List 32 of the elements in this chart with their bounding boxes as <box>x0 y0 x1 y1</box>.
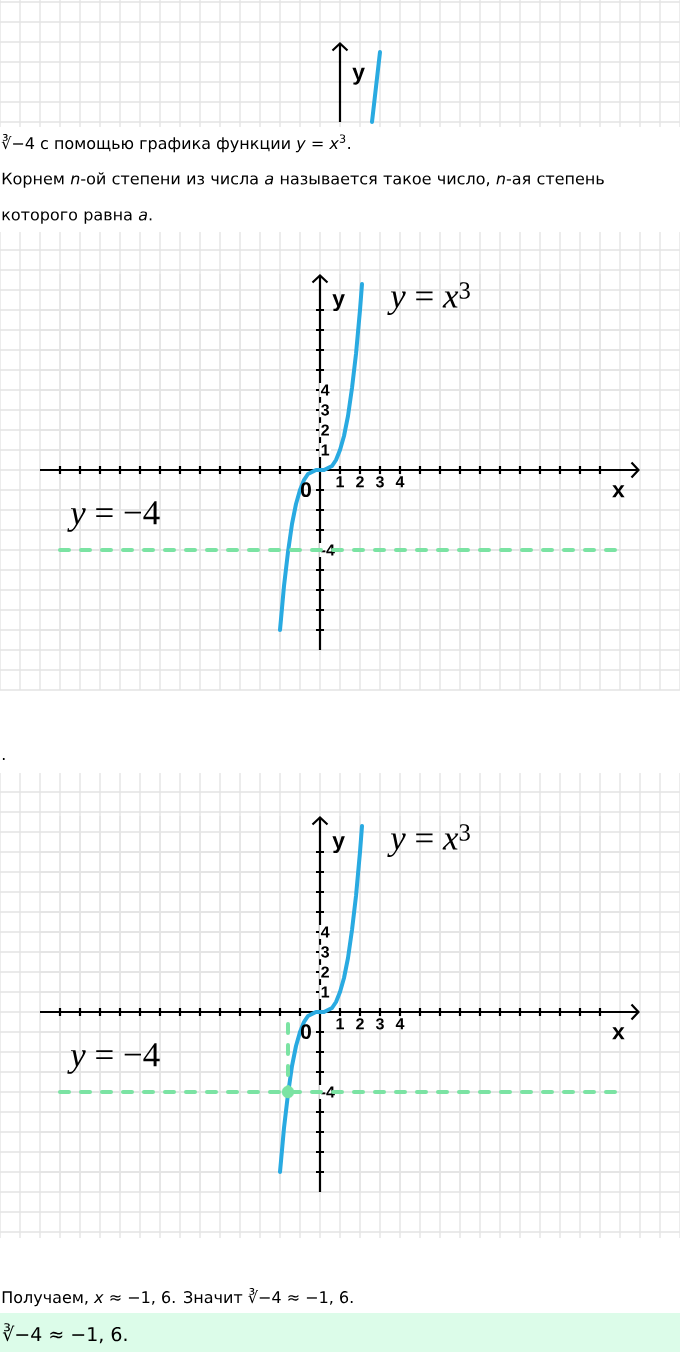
series-label: y = −4 <box>67 1043 160 1074</box>
x-tick-label: 4 <box>395 1018 405 1030</box>
x-tick-label: 1 <box>336 476 344 488</box>
y-axis-title: y <box>332 836 345 854</box>
text: Получаем, x ≈ −1, 6. Значит ∛−4 ≈ −1, 6. <box>2 1288 353 1307</box>
y-tick-label: 4 <box>320 384 330 396</box>
y-tick-label: 4 <box>320 926 330 938</box>
x-tick-label: 3 <box>375 1018 384 1030</box>
x-axis-title: x <box>612 1027 625 1040</box>
x-tick-label: 3 <box>375 476 384 488</box>
annotation: 0 <box>300 482 311 498</box>
x-axis-title: x <box>612 485 625 498</box>
text: ∛−4 ≈ −1, 6. <box>2 1323 127 1344</box>
y-tick-label: 3 <box>321 404 330 416</box>
y-tick-label: 1 <box>321 444 330 456</box>
x-tick-label: 2 <box>356 1018 364 1030</box>
chart-title: ∛−4 с помощью графика функции y = x$^{3}$. <box>1 134 350 153</box>
series-label: y = x$^{3}$ <box>387 282 470 316</box>
x-tick-label: 1 <box>336 1018 344 1030</box>
series-label: y = −4 <box>67 501 160 532</box>
series-label: y = x$^{3}$ <box>387 824 470 857</box>
y-tick-label: 2 <box>321 424 329 436</box>
x-tick-label: 4 <box>395 476 405 488</box>
annotation: 0 <box>300 1024 311 1040</box>
text: . <box>2 758 5 760</box>
x-tick-label: 2 <box>356 476 364 488</box>
y-axis-title: y <box>332 294 345 312</box>
y-tick-label: 2 <box>321 966 329 978</box>
text: y <box>352 67 365 85</box>
y-tick-label: 1 <box>321 986 330 998</box>
text: Корнем n-ой степени из числа a называется такое число, n-ая степень которого равна a. <box>2 172 604 224</box>
y-tick-label: 3 <box>321 946 330 958</box>
